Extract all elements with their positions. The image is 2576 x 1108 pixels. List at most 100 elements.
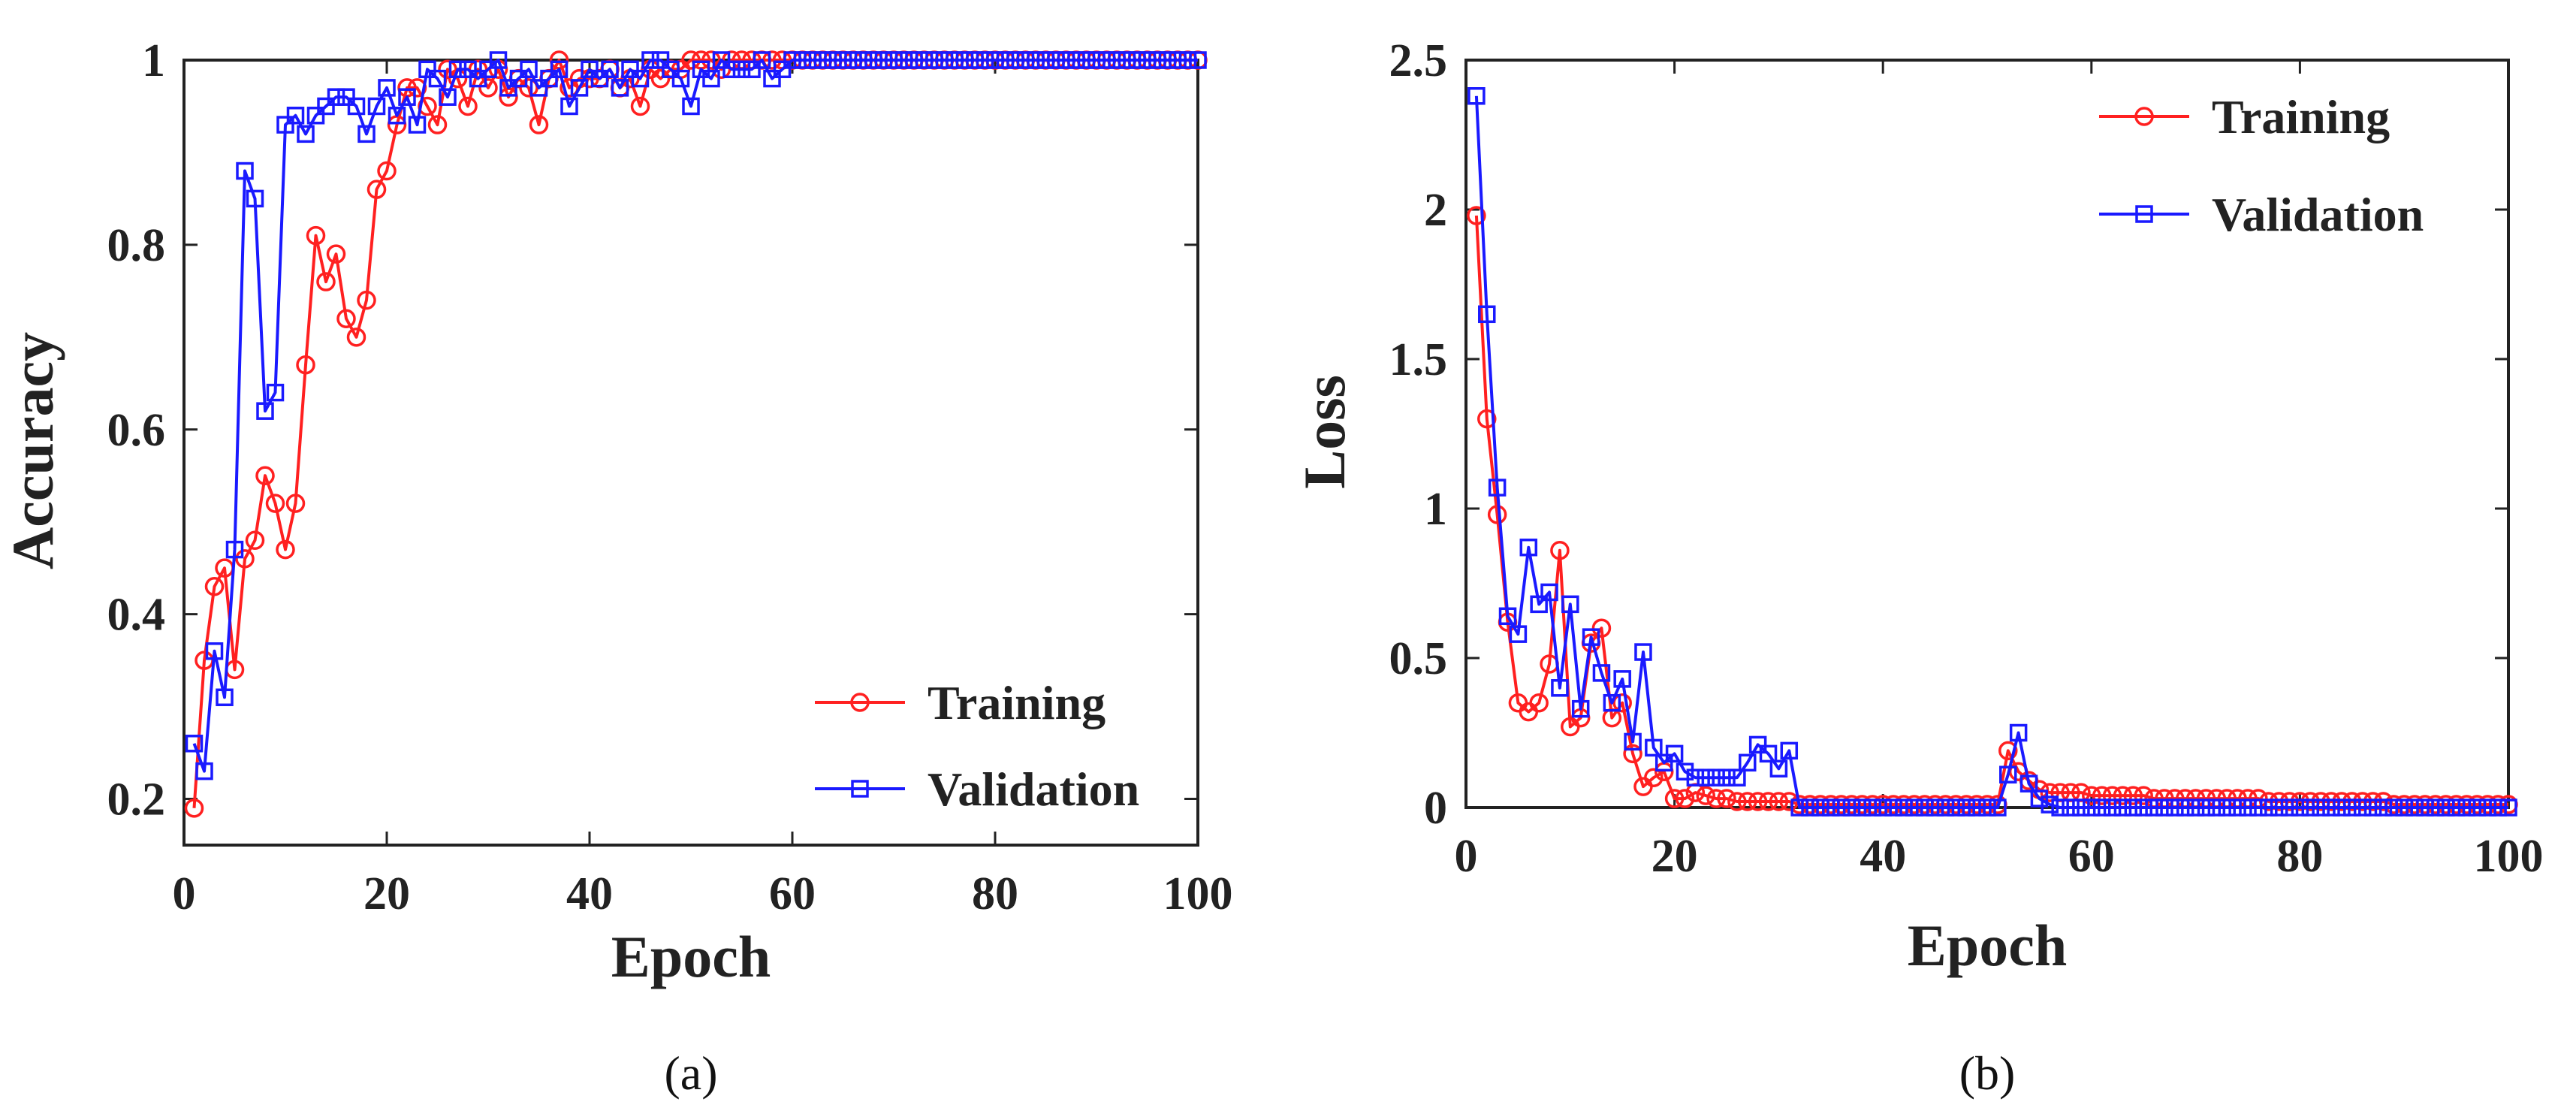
data-point-validation bbox=[671, 69, 690, 88]
data-point-validation bbox=[1790, 799, 1808, 817]
data-point-validation bbox=[1540, 583, 1558, 602]
data-point-validation bbox=[2176, 799, 2194, 817]
data-point-validation bbox=[216, 688, 234, 707]
data-point-validation bbox=[966, 51, 984, 69]
data-point-validation bbox=[428, 69, 447, 88]
data-point-validation bbox=[1654, 753, 1673, 772]
data-point-validation bbox=[854, 51, 873, 69]
data-point-validation bbox=[1822, 799, 1840, 817]
data-point-validation bbox=[2062, 799, 2080, 817]
data-point-validation bbox=[276, 116, 294, 134]
data-point-validation bbox=[1999, 765, 2017, 783]
data-point-validation bbox=[722, 60, 741, 79]
data-point-validation bbox=[1676, 762, 1694, 780]
data-point-validation bbox=[1957, 799, 1975, 817]
data-point-validation bbox=[925, 51, 943, 69]
data-point-validation bbox=[2406, 799, 2424, 817]
data-point-training bbox=[265, 494, 285, 513]
x-tick-label: 80 bbox=[2276, 831, 2323, 882]
data-point-validation bbox=[783, 51, 801, 69]
data-point-training bbox=[1738, 792, 1757, 811]
data-point-validation bbox=[2009, 723, 2028, 742]
x-tick-label: 20 bbox=[1651, 831, 1698, 882]
data-point-training bbox=[276, 539, 295, 560]
data-point-validation bbox=[844, 51, 862, 69]
data-point-validation bbox=[2427, 799, 2445, 817]
data-point-validation bbox=[1989, 799, 2007, 817]
data-point-validation bbox=[692, 60, 710, 79]
data-point-training bbox=[1696, 786, 1715, 805]
data-point-validation bbox=[1895, 799, 1913, 817]
data-point-validation bbox=[1138, 51, 1157, 69]
data-point-validation bbox=[2186, 799, 2205, 817]
data-point-training bbox=[366, 180, 387, 199]
data-point-training bbox=[296, 355, 315, 375]
data-point-validation bbox=[2457, 799, 2476, 817]
data-point-validation bbox=[1057, 51, 1075, 69]
y-tick-label: 0.4 bbox=[107, 590, 166, 641]
data-point-validation bbox=[1592, 664, 1611, 682]
data-point-validation bbox=[2249, 799, 2267, 817]
data-point-validation bbox=[225, 540, 244, 559]
data-point-validation bbox=[388, 107, 406, 125]
accuracy-chart-panel: 0 20 40 60 80 100 0.2 0.4 0.6 0.8 1 Epoch Accuracy (a… bbox=[0, 35, 1233, 1100]
data-point-validation bbox=[2416, 799, 2434, 817]
data-point-validation bbox=[448, 60, 467, 79]
data-point-validation bbox=[2447, 799, 2466, 817]
y-tick-label: 0.5 bbox=[1389, 633, 1448, 684]
data-point-training bbox=[478, 78, 498, 98]
data-point-validation bbox=[885, 51, 903, 69]
data-point-validation bbox=[398, 88, 416, 106]
data-point-validation bbox=[408, 116, 427, 134]
data-point-validation bbox=[1697, 768, 1715, 786]
data-point-validation bbox=[1613, 670, 1631, 688]
data-point-validation bbox=[581, 60, 599, 79]
data-point-validation bbox=[1036, 51, 1055, 69]
x-tick-label: 40 bbox=[1860, 831, 1906, 882]
data-point-validation bbox=[2218, 799, 2236, 817]
data-point-validation bbox=[986, 51, 1004, 69]
legend-marker-validation bbox=[851, 780, 869, 798]
data-point-validation bbox=[2343, 799, 2361, 817]
data-point-training bbox=[1769, 792, 1789, 811]
data-point-validation bbox=[1645, 738, 1663, 757]
data-point-validation bbox=[2072, 799, 2090, 817]
data-point-validation bbox=[2207, 799, 2226, 817]
data-point-validation bbox=[297, 125, 315, 143]
data-point-validation bbox=[1665, 744, 1684, 763]
data-point-validation bbox=[2291, 799, 2309, 817]
data-point-training bbox=[2102, 786, 2122, 805]
data-point-training bbox=[346, 328, 366, 347]
data-point-validation bbox=[1128, 51, 1146, 69]
x-tick-label: 20 bbox=[363, 868, 410, 919]
data-point-validation bbox=[793, 51, 812, 69]
data-point-validation bbox=[935, 51, 954, 69]
data-point-validation bbox=[2113, 799, 2132, 817]
data-point-validation bbox=[2384, 799, 2403, 817]
data-point-training bbox=[1727, 792, 1747, 811]
data-point-validation bbox=[1189, 51, 1207, 69]
data-point-validation bbox=[1158, 51, 1177, 69]
data-point-validation bbox=[1077, 51, 1096, 69]
data-point-validation bbox=[2239, 799, 2257, 817]
data-point-training bbox=[2113, 786, 2133, 805]
x-tick-label: 60 bbox=[2068, 831, 2115, 882]
data-point-training bbox=[458, 96, 478, 116]
y-axis-title: Accuracy bbox=[0, 332, 65, 569]
data-point-training bbox=[1758, 792, 1778, 811]
data-point-validation bbox=[2333, 799, 2351, 817]
data-point-validation bbox=[955, 51, 974, 69]
data-point-validation bbox=[864, 51, 882, 69]
data-point-validation bbox=[1853, 799, 1872, 817]
data-point-validation bbox=[1947, 799, 1965, 817]
data-point-validation bbox=[2051, 799, 2069, 817]
data-point-validation bbox=[641, 51, 659, 69]
data-point-validation bbox=[1551, 679, 1569, 697]
data-point-validation bbox=[1087, 51, 1106, 69]
x-tick-label: 100 bbox=[1163, 868, 1233, 919]
data-point-validation bbox=[337, 88, 355, 106]
data-point-training bbox=[2123, 786, 2143, 805]
series-line-validation bbox=[192, 59, 1198, 773]
data-point-validation bbox=[2395, 799, 2413, 817]
data-point-validation bbox=[520, 60, 538, 79]
